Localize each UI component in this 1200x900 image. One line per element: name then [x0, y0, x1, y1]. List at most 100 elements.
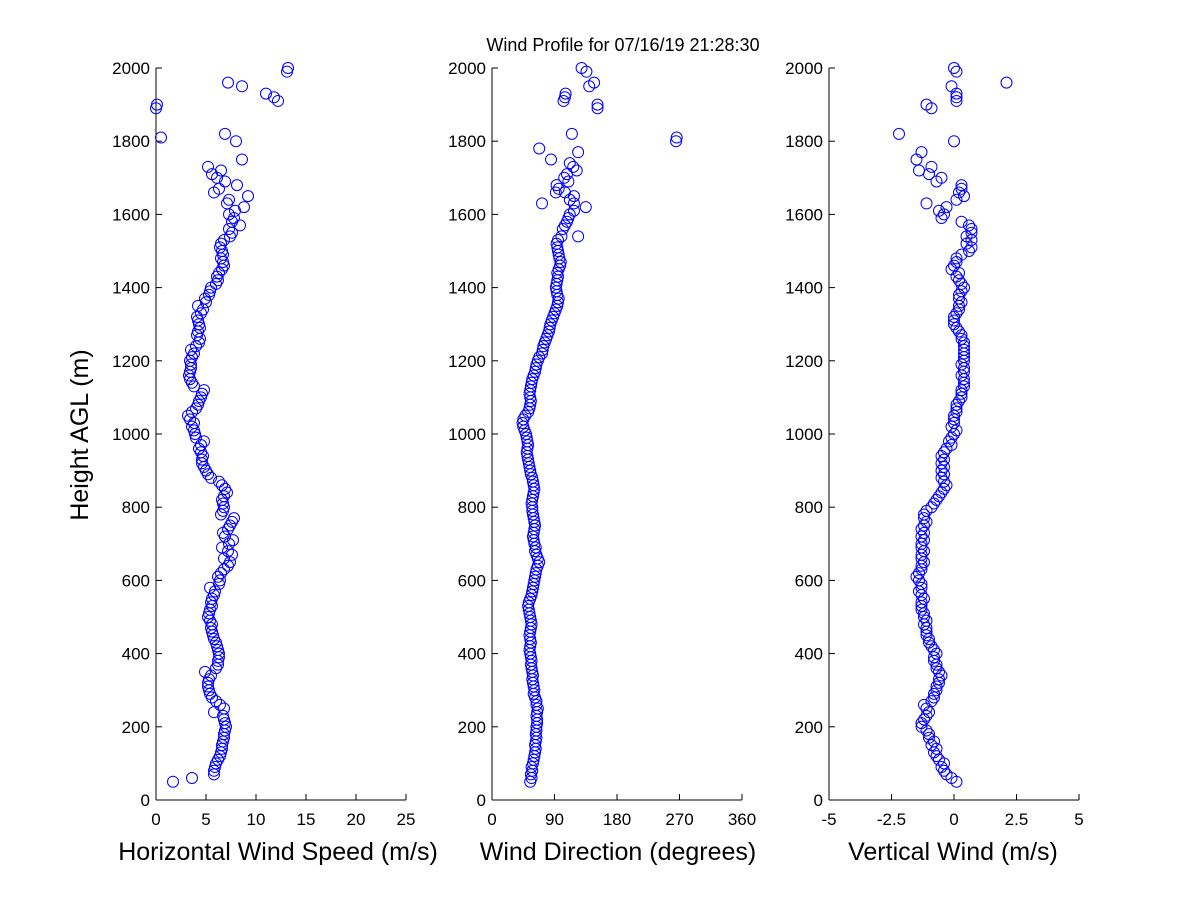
direction-data-point: [551, 234, 564, 247]
speed-data-point: [218, 259, 230, 272]
vertical-data-point: [943, 435, 955, 448]
direction-x-tick-label: 360: [728, 810, 756, 829]
speed-data-point: [199, 665, 211, 678]
vertical-data-point: [950, 65, 963, 78]
direction-data-point: [559, 87, 572, 100]
direction-data-point: [558, 186, 571, 199]
direction-data-point: [555, 230, 568, 243]
vertical-data-point: [958, 281, 970, 294]
direction-data-point: [591, 102, 604, 115]
vertical-x-tick-label: -5: [821, 810, 836, 829]
vertical-data-point: [953, 292, 965, 305]
vertical-data-point: [935, 464, 948, 477]
vertical-x-axis-label: Vertical Wind (m/s): [848, 838, 1058, 866]
speed-y-tick-label: 1000: [112, 425, 150, 444]
vertical-data-point: [928, 691, 940, 704]
direction-data-point: [570, 164, 583, 177]
vertical-data-point: [950, 307, 963, 320]
vertical-data-point: [923, 636, 935, 649]
direction-data-point: [527, 479, 540, 492]
speed-data-point: [215, 164, 227, 177]
vertical-data-point: [925, 739, 938, 752]
speed-data-point: [223, 223, 235, 236]
speed-data-point: [223, 537, 235, 550]
vertical-data-point: [953, 325, 965, 338]
direction-data-point: [533, 351, 546, 364]
speed-data-point: [223, 193, 235, 206]
vertical-data-point: [938, 446, 950, 459]
speed-data-point: [193, 336, 205, 349]
vertical-data-point: [923, 706, 935, 719]
direction-y-tick-label: 800: [458, 498, 486, 517]
speed-data-point: [155, 131, 167, 144]
speed-data-point: [195, 438, 207, 451]
direction-data-point: [565, 127, 578, 140]
speed-data-point: [228, 512, 240, 525]
vertical-data-point: [938, 460, 950, 473]
vertical-data-point: [958, 380, 970, 393]
direction-y-tick-label: 1400: [448, 279, 486, 298]
vertical-data-point: [950, 402, 963, 415]
vertical-data-point: [950, 94, 963, 107]
speed-data-point: [219, 717, 231, 730]
vertical-y-tick-label: 0: [814, 791, 823, 810]
vertical-data-point: [955, 332, 968, 345]
vertical-data-point: [920, 98, 933, 111]
speed-data-point: [219, 175, 231, 188]
vertical-data-point: [928, 497, 940, 510]
vertical-data-point: [948, 314, 960, 327]
vertical-data-point: [918, 698, 930, 711]
vertical-data-point: [930, 493, 943, 506]
direction-data-point: [558, 171, 571, 184]
vertical-data-point: [913, 585, 925, 598]
vertical-y-tick-label: 600: [795, 571, 823, 590]
vertical-data-point: [938, 453, 950, 466]
direction-data-point: [519, 409, 532, 422]
vertical-data-point: [918, 713, 930, 726]
direction-data-point: [536, 343, 549, 356]
speed-data-point: [242, 190, 254, 203]
vertical-data-point: [965, 223, 978, 236]
vertical-data-point: [948, 413, 960, 426]
vertical-data-point: [930, 680, 943, 693]
vertical-data-point: [938, 475, 950, 488]
vertical-data-point: [930, 684, 943, 697]
direction-data-point: [524, 380, 537, 393]
direction-data-point: [575, 62, 588, 74]
vertical-data-point: [945, 420, 958, 433]
speed-x-axis-label: Horizontal Wind Speed (m/s): [118, 838, 438, 866]
speed-y-tick-label: 2000: [112, 59, 150, 78]
vertical-data-point: [950, 406, 963, 419]
speed-data-point: [218, 713, 230, 726]
speed-data-point: [208, 706, 220, 719]
vertical-data-point: [950, 193, 963, 206]
vertical-data-point: [953, 395, 965, 408]
direction-data-point: [529, 365, 542, 378]
vertical-data-point: [963, 219, 975, 232]
vertical-data-point: [955, 215, 968, 228]
speed-data-point: [216, 541, 228, 554]
vertical-data-point: [935, 669, 948, 682]
vertical-data-point: [915, 596, 928, 609]
direction-data-point: [521, 435, 534, 448]
vertical-data-point: [913, 164, 925, 177]
vertical-data-point: [915, 581, 928, 594]
vertical-x-tick-label: -2.5: [877, 810, 906, 829]
speed-data-point: [214, 698, 226, 711]
vertical-data-point: [928, 643, 940, 656]
vertical-data-point: [950, 321, 963, 334]
speed-y-tick-label: 1400: [112, 279, 150, 298]
direction-x-tick-label: 90: [545, 810, 564, 829]
speed-data-point: [188, 347, 200, 360]
vertical-data-point: [935, 449, 948, 462]
speed-data-point: [272, 94, 284, 107]
speed-data-point: [238, 201, 250, 214]
direction-data-point: [579, 201, 592, 214]
vertical-data-point: [953, 274, 965, 287]
vertical-data-point: [945, 431, 958, 444]
vertical-data-point: [938, 482, 950, 495]
vertical-data-point: [948, 428, 960, 440]
vertical-data-point: [923, 632, 935, 645]
speed-data-point: [183, 369, 195, 382]
vertical-y-tick-label: 200: [795, 718, 823, 737]
